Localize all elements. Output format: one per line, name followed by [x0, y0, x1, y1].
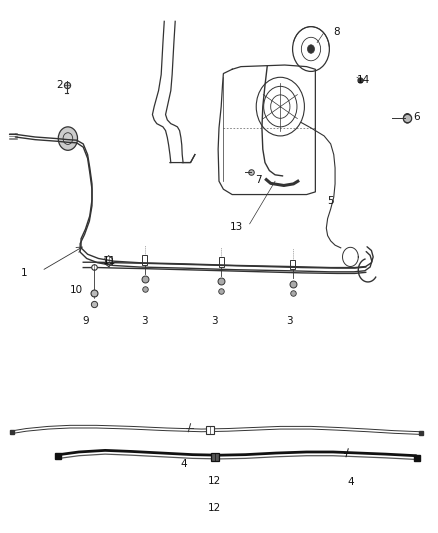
Text: 3: 3 — [211, 316, 218, 326]
Text: 9: 9 — [82, 316, 89, 326]
Text: 7: 7 — [255, 175, 262, 185]
Text: 6: 6 — [413, 112, 420, 122]
Text: 11: 11 — [103, 256, 116, 266]
Text: 1: 1 — [21, 268, 28, 278]
Text: 12: 12 — [208, 503, 221, 513]
Text: 4: 4 — [347, 478, 354, 487]
Text: 4: 4 — [180, 459, 187, 469]
Text: 10: 10 — [70, 286, 83, 295]
Text: 5: 5 — [327, 196, 334, 206]
Text: 2: 2 — [56, 80, 63, 90]
Text: 14: 14 — [357, 75, 370, 85]
Text: 12: 12 — [208, 476, 221, 486]
Circle shape — [58, 127, 78, 150]
Circle shape — [307, 45, 314, 53]
Text: 3: 3 — [286, 316, 293, 326]
Circle shape — [403, 113, 412, 124]
Text: 13: 13 — [230, 222, 243, 231]
Text: 8: 8 — [333, 27, 340, 37]
Text: 3: 3 — [141, 316, 148, 326]
